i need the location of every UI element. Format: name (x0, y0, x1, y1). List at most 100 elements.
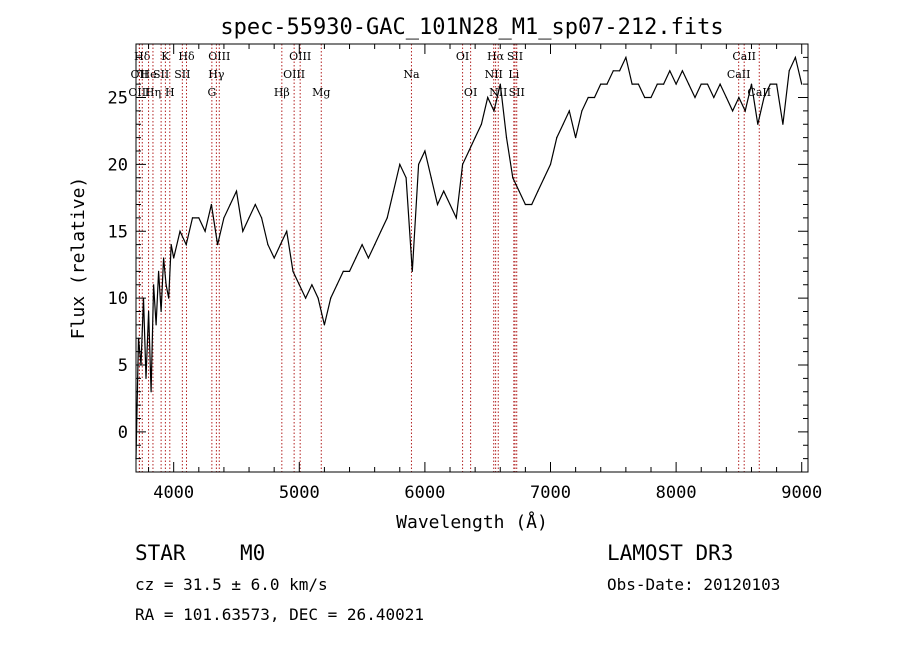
coordinates: RA = 101.63573, DEC = 26.40021 (135, 605, 424, 624)
data-point (499, 83, 501, 85)
data-point (537, 190, 539, 192)
data-point (158, 270, 160, 272)
data-point (562, 123, 564, 125)
data-point (336, 284, 338, 286)
marker-label: CaII (732, 50, 756, 63)
data-point (681, 70, 684, 72)
data-point (330, 297, 332, 299)
data-point (606, 83, 608, 85)
marker-label: SII (153, 68, 169, 81)
data-point (669, 70, 671, 72)
y-axis: 0 5 10 15 20 25 (108, 56, 808, 460)
marker-label: SII (174, 68, 190, 81)
data-point (153, 284, 155, 286)
x-tick-label: 4000 (153, 483, 194, 503)
data-point (229, 203, 231, 206)
marker-label: OIII (208, 50, 230, 63)
y-tick-label: 5 (118, 356, 128, 376)
data-point (531, 203, 533, 206)
data-point (575, 137, 577, 139)
data-point (443, 190, 445, 192)
data-point (518, 190, 520, 192)
data-point (493, 110, 495, 112)
observation-date: Obs-Date: 20120103 (607, 575, 781, 594)
data-point (148, 310, 150, 313)
data-point (185, 244, 187, 246)
marker-label: OI (456, 50, 469, 63)
marker-label: K (161, 50, 170, 63)
data-point (769, 83, 771, 85)
data-point (248, 217, 250, 219)
data-point (738, 96, 740, 99)
data-point (694, 96, 696, 99)
data-point (411, 270, 413, 272)
marker-label: Hη (145, 86, 161, 99)
data-point (524, 203, 527, 206)
data-point (706, 83, 709, 85)
data-point (468, 150, 470, 152)
x-tick-label: 6000 (404, 483, 445, 503)
redshift-velocity: cz = 31.5 ± 6.0 km/s (135, 575, 328, 594)
data-point (487, 96, 489, 99)
y-tick-label: 10 (108, 289, 128, 309)
data-point (399, 163, 401, 165)
data-point (298, 284, 300, 286)
object-subclass: M0 (240, 541, 266, 565)
data-point (462, 163, 464, 165)
data-point (788, 70, 790, 72)
emission-line-markers: HδOIIOIIIHeHηKSIIHHδSIIOIIIHγGOIIIOIIIHβ… (128, 44, 771, 472)
data-point (267, 244, 269, 246)
data-point (512, 177, 514, 179)
marker-label: Na (403, 68, 420, 81)
y-tick-label: 15 (108, 222, 128, 242)
data-point (663, 83, 665, 85)
marker-label: Li (508, 68, 519, 81)
data-point (242, 230, 244, 232)
data-point (480, 123, 482, 125)
marker-label: Mg (312, 86, 330, 99)
data-point (292, 270, 294, 272)
data-point (474, 137, 476, 139)
marker-label: He (141, 68, 157, 81)
marker-label: Hγ (208, 68, 225, 81)
data-point (543, 177, 545, 179)
data-point (625, 56, 627, 59)
marker-label: OIII (283, 68, 305, 81)
data-point (179, 230, 181, 232)
data-point (418, 163, 420, 165)
marker-label: Hβ (274, 86, 290, 99)
marker-label: OI (464, 86, 477, 99)
data-point (424, 150, 426, 152)
data-point (619, 70, 621, 72)
data-point (801, 83, 803, 85)
data-point (311, 284, 313, 286)
data-point (449, 203, 451, 206)
data-point (342, 270, 344, 272)
y-tick-label: 0 (118, 423, 128, 443)
spectrum-series (135, 55, 803, 460)
data-point (612, 70, 614, 72)
data-point (317, 297, 319, 299)
data-point (163, 257, 165, 259)
data-point (763, 96, 765, 99)
data-point (386, 217, 388, 219)
data-point (348, 270, 351, 272)
data-point (198, 217, 200, 219)
data-point (367, 257, 369, 259)
x-tick-label: 9000 (781, 483, 822, 503)
marker-label: SII (507, 50, 523, 63)
data-point (713, 96, 715, 99)
data-point (361, 244, 363, 246)
marker-label: Hα (487, 50, 505, 63)
data-point (688, 83, 690, 85)
data-point (160, 310, 162, 313)
x-tick-label: 8000 (656, 483, 697, 503)
y-tick-label: 25 (108, 89, 128, 109)
data-point (650, 96, 652, 99)
y-axis-label: Flux (relative) (68, 177, 89, 340)
data-point (719, 83, 721, 85)
data-point (556, 137, 558, 139)
x-axis: 4000 5000 6000 7000 8000 9000 (148, 44, 822, 503)
data-point (210, 203, 212, 206)
x-tick-label: 7000 (530, 483, 571, 503)
